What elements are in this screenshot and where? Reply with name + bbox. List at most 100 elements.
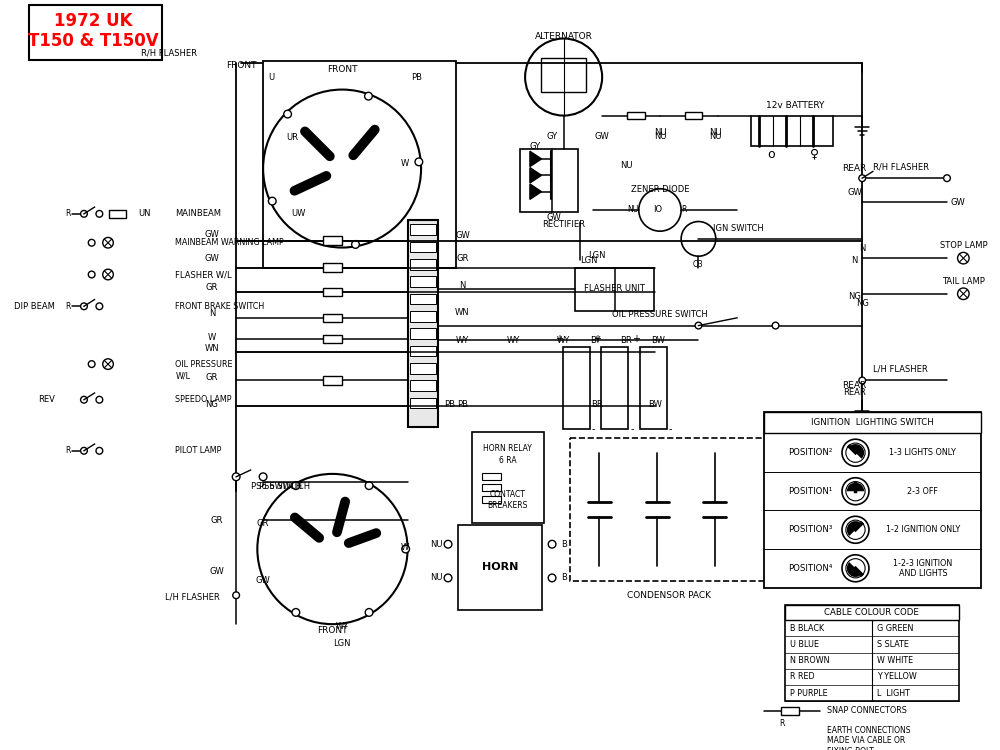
Text: WY: WY [335,622,349,631]
Circle shape [96,303,103,310]
Text: 1-2-3 IGNITION
AND LIGHTS: 1-2-3 IGNITION AND LIGHTS [893,559,953,578]
Bar [408,220,438,427]
Text: HORN: HORN [482,562,518,572]
Text: 2-3 OFF: 2-3 OFF [907,487,938,496]
Text: SPEEDO LAMP: SPEEDO LAMP [175,395,232,404]
Circle shape [842,478,869,505]
Text: W: W [401,542,409,551]
Text: FRONT BRAKE SWITCH: FRONT BRAKE SWITCH [175,302,265,310]
Bar [323,334,342,344]
Bar [570,438,768,580]
Bar [410,277,436,287]
Text: +: + [593,334,601,344]
Bar [410,294,436,304]
Circle shape [415,158,423,166]
Circle shape [525,38,602,116]
Bar [410,380,436,391]
Text: PB: PB [411,73,422,82]
Bar [410,311,436,322]
Bar [323,287,342,296]
Text: GW: GW [205,230,219,238]
Bar [263,61,456,268]
Bar [685,112,702,119]
Text: HORN RELAY: HORN RELAY [483,444,532,453]
Text: N BROWN: N BROWN [790,656,829,665]
Text: T150 & T150V: T150 & T150V [28,32,159,50]
Bar [764,413,981,434]
Text: R: R [65,446,70,455]
Text: PS6 SWITCH: PS6 SWITCH [259,482,310,491]
Text: RECTIFIER: RECTIFIER [542,220,585,229]
Text: R/H FLASHER: R/H FLASHER [141,49,197,58]
Bar [323,314,342,322]
Text: WY: WY [557,337,570,346]
Text: -: - [630,424,634,433]
Bar [575,268,654,311]
Text: GR: GR [206,373,218,382]
Text: PB: PB [444,400,455,409]
Text: POSITION¹: POSITION¹ [788,487,832,496]
Text: PB: PB [457,400,468,409]
Bar [482,496,501,502]
Bar [520,149,578,212]
Text: L/H FLASHER: L/H FLASHER [873,364,928,374]
Text: GR: GR [206,283,218,292]
Text: MAINBEAM WARNING LAMP: MAINBEAM WARNING LAMP [175,238,284,248]
Text: UR: UR [286,134,298,142]
Circle shape [958,288,969,299]
Circle shape [365,608,373,616]
Circle shape [103,238,113,248]
Circle shape [103,269,113,280]
Text: W WHITE: W WHITE [877,656,913,665]
Bar [601,346,628,428]
Text: GR: GR [211,516,223,525]
Circle shape [402,545,410,553]
Text: ♀: ♀ [809,148,819,160]
Text: FRONT: FRONT [327,64,357,74]
Text: STOP LAMP: STOP LAMP [940,241,987,250]
Circle shape [81,303,87,310]
Circle shape [842,516,869,543]
Text: FIXING BOLT: FIXING BOLT [827,747,873,750]
Bar [640,346,667,428]
Bar [563,346,590,428]
Text: U BLUE: U BLUE [790,640,819,649]
Text: FRONT: FRONT [226,61,256,70]
Bar [785,605,959,701]
Text: GY: GY [547,132,558,141]
Text: NU: NU [710,128,722,137]
Bar [541,58,586,92]
Bar [751,116,833,146]
Text: GY: GY [529,142,540,151]
Text: PS6 SWITCH: PS6 SWITCH [251,482,302,491]
Bar [410,398,436,409]
Text: o: o [767,148,775,160]
Text: GW: GW [455,232,470,241]
Text: WY: WY [507,335,520,344]
Text: W: W [401,159,409,168]
Text: CONDENSOR PACK: CONDENSOR PACK [627,591,711,600]
Text: GW: GW [256,576,270,585]
Text: BW: BW [651,337,665,346]
Text: GW: GW [547,213,561,222]
Circle shape [292,482,300,490]
Text: GW: GW [847,188,862,197]
Circle shape [263,89,421,248]
Text: POSITION²: POSITION² [788,448,832,458]
Text: U: U [269,73,275,82]
Text: N: N [851,256,858,265]
Text: NU: NU [654,128,666,137]
Text: MADE VIA CABLE OR: MADE VIA CABLE OR [827,736,905,746]
Text: W/L: W/L [175,371,190,380]
Text: L  LIGHT: L LIGHT [877,688,910,698]
Text: 1-3 LIGHTS ONLY: 1-3 LIGHTS ONLY [889,448,956,458]
Text: R: R [65,302,70,310]
Text: O3: O3 [693,260,704,269]
Circle shape [944,175,950,181]
Bar [482,473,501,480]
Text: GR: GR [257,518,269,527]
Text: NG: NG [206,400,218,409]
Text: +: + [555,334,563,344]
Circle shape [88,239,95,246]
Circle shape [842,440,869,466]
